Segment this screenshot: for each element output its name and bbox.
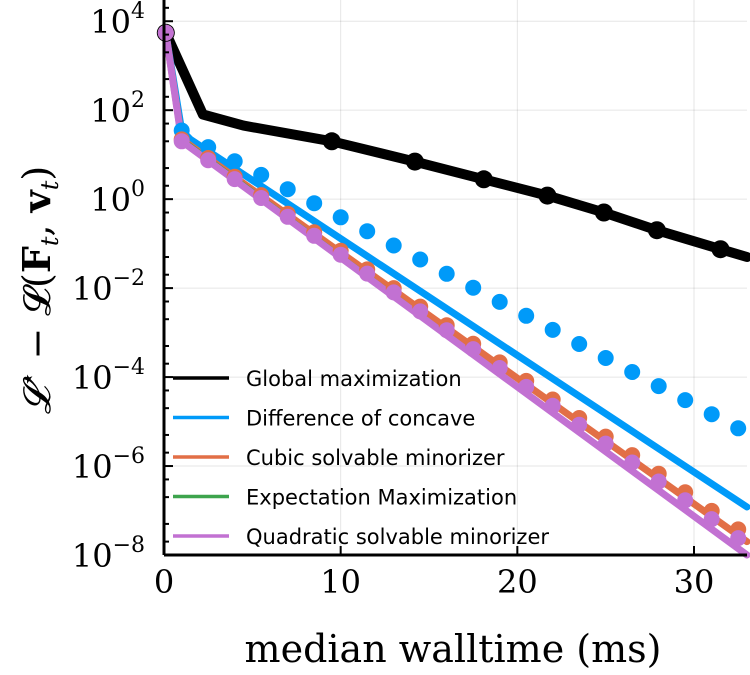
data-point-quadratic-solvable-minorizer — [173, 133, 190, 150]
data-point-difference-of-concave — [385, 237, 402, 254]
data-point-quadratic-solvable-minorizer — [624, 454, 641, 471]
y-tick-label: 10−2 — [72, 266, 145, 308]
x-tick-label: 20 — [497, 563, 538, 601]
y-tick-label: 102 — [90, 88, 145, 130]
data-point-difference-of-concave — [306, 195, 323, 212]
data-point-difference-of-concave — [253, 166, 270, 183]
x-axis-label: median walltime (ms) — [245, 627, 662, 671]
y-tick-label: 104 — [90, 0, 145, 41]
data-point-quadratic-solvable-minorizer — [438, 322, 455, 339]
y-tick-label: 10−4 — [72, 355, 145, 397]
y-tick-label: 100 — [90, 177, 145, 219]
data-point-quadratic-solvable-minorizer — [677, 492, 694, 509]
data-point-difference-of-concave — [518, 307, 535, 324]
data-point-difference-of-concave — [359, 223, 376, 240]
x-tick-label: 30 — [674, 563, 715, 601]
y-axis-label-sub-t2: t — [36, 180, 64, 190]
data-point-quadratic-solvable-minorizer — [571, 416, 588, 433]
data-point-global-maximization — [647, 221, 666, 240]
series-markers — [156, 23, 747, 547]
y-axis-label-close: ) — [15, 166, 59, 181]
data-point-quadratic-solvable-minorizer — [491, 360, 508, 376]
data-point-quadratic-solvable-minorizer — [253, 190, 270, 206]
x-tick-label: 0 — [154, 563, 174, 601]
axes — [162, 0, 747, 557]
data-point-quadratic-solvable-minorizer — [226, 171, 243, 188]
y-tick-label: 10−6 — [72, 444, 145, 486]
data-point-difference-of-concave — [465, 279, 482, 296]
data-point-difference-of-concave — [571, 336, 588, 352]
y-axis-label-sub-t1: t — [36, 236, 64, 246]
data-point-quadratic-solvable-minorizer — [597, 435, 614, 452]
data-point-difference-of-concave — [650, 378, 667, 395]
data-point-difference-of-concave — [491, 293, 508, 310]
y-axis-label-minus: − 𝓛( — [15, 273, 59, 371]
legend-label: Quadratic solvable minorizer — [246, 525, 549, 549]
data-point-difference-of-concave — [703, 406, 720, 423]
data-point-quadratic-solvable-minorizer — [465, 341, 482, 358]
y-axis-label-v: v — [14, 188, 59, 213]
data-point-difference-of-concave — [677, 392, 694, 409]
data-point-quadratic-solvable-minorizer — [200, 152, 217, 169]
data-point-difference-of-concave — [332, 209, 349, 226]
y-axis-label-comma: , — [15, 212, 59, 236]
data-point-difference-of-concave — [226, 153, 243, 170]
data-point-quadratic-solvable-minorizer — [385, 284, 402, 301]
data-point-quadratic-solvable-minorizer — [650, 473, 667, 490]
data-point-global-maximization — [474, 170, 493, 189]
legend-label: Global maximization — [246, 367, 462, 391]
data-point-quadratic-solvable-minorizer — [332, 246, 349, 263]
y-tick-label: 10−8 — [72, 533, 145, 575]
data-point-difference-of-concave — [624, 364, 641, 380]
data-point-global-maximization — [711, 240, 730, 259]
legend: Global maximization Difference of concave… — [173, 367, 549, 549]
legend-label: Difference of concave — [246, 407, 475, 431]
data-point-global-maximization — [594, 203, 613, 222]
data-point-quadratic-solvable-minorizer — [412, 303, 429, 320]
data-point-quadratic-solvable-minorizer — [518, 378, 535, 395]
y-axis-label-star: ⋆ — [14, 372, 42, 387]
data-point-global-maximization — [405, 152, 424, 171]
data-point-difference-of-concave — [412, 251, 429, 268]
data-point-difference-of-concave — [730, 420, 747, 437]
data-point-quadratic-solvable-minorizer — [730, 530, 747, 547]
x-tick-label: 10 — [320, 563, 361, 601]
data-point-quadratic-solvable-minorizer — [306, 227, 323, 244]
data-point-global-maximization — [538, 186, 557, 205]
data-point-global-maximization — [322, 132, 341, 151]
y-axis-label-F: F — [14, 246, 59, 273]
data-point-quadratic-solvable-minorizer — [279, 208, 296, 225]
data-point-quadratic-solvable-minorizer — [359, 265, 376, 282]
legend-label: Expectation Maximization — [246, 486, 517, 510]
data-point-difference-of-concave — [438, 265, 455, 282]
data-point-quadratic-solvable-minorizer — [157, 24, 174, 41]
data-point-difference-of-concave — [544, 321, 561, 338]
data-point-difference-of-concave — [597, 350, 614, 366]
data-point-quadratic-solvable-minorizer — [544, 397, 561, 414]
legend-label: Cubic solvable minorizer — [246, 446, 505, 470]
tick-labels: 0 10 20 30 104 102 100 10−2 10−4 10−6 10−8 — [72, 0, 715, 601]
data-point-quadratic-solvable-minorizer — [703, 511, 720, 528]
data-point-difference-of-concave — [279, 181, 296, 198]
